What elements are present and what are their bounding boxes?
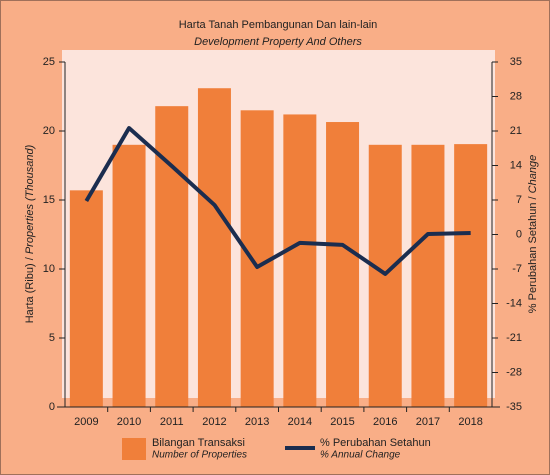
y-tick-label: 25 [43,56,55,68]
x-tick-label: 2013 [245,416,269,428]
bar [197,88,231,407]
bar [69,190,103,407]
y2-tick-label: 0 [516,228,522,240]
bar [454,144,488,408]
y-axis-label: Harta (Ribu) / Properties (Thousand) [24,144,36,323]
legend-label: % Perubahan Setahun [320,437,431,449]
y2-label-en: Change [527,155,539,194]
y2-tick-label: 7 [516,194,522,206]
x-tick-label: 2010 [117,416,141,428]
y2-tick-label: 35 [510,56,522,68]
y2-tick-label: 28 [510,90,522,102]
y2-tick-label: 21 [510,125,522,137]
x-tick-label: 2009 [74,416,98,428]
chart-subtitle: Development Property And Others [194,36,362,48]
y2-tick-label: 14 [510,159,522,171]
y-tick-label: 20 [43,125,55,137]
y2-tick-label: -28 [506,366,522,378]
y-label-en: Properties (Thousand) [24,144,36,254]
legend-sublabel: Number of Properties [152,450,247,461]
y-tick-label: 5 [49,332,55,344]
y-tick-label: 0 [49,401,55,413]
chart-title: Harta Tanah Pembangunan Dan lain-lain [179,19,378,31]
legend-swatch [122,438,146,460]
y2-tick-label: -21 [506,332,522,344]
x-tick-label: 2016 [373,416,397,428]
line [84,126,471,276]
bar [283,114,317,407]
y-label: Harta (Ribu) / [24,256,36,323]
legend-sublabel: % Annual Change [320,450,401,461]
y-tick-label: 10 [43,263,55,275]
bar [155,106,189,407]
x-tick-label: 2018 [458,416,482,428]
legend-label: Bilangan Transaksi [152,437,245,449]
bar [326,122,360,407]
x-tick-label: 2017 [416,416,440,428]
x-tick-label: 2014 [288,416,312,428]
bar [411,144,445,408]
y2-axis-label: % Perubahan Setahun / Change [527,155,539,313]
y-tick-label: 15 [43,194,55,206]
y2-tick-label: -35 [506,401,522,413]
y2-label: % Perubahan Setahun / [527,195,539,313]
y2-tick-label: -14 [506,297,522,309]
x-tick-label: 2015 [330,416,354,428]
bar [112,144,146,408]
y2-tick-label: -7 [512,263,522,275]
x-tick-label: 2012 [202,416,226,428]
x-tick-label: 2011 [160,416,184,428]
